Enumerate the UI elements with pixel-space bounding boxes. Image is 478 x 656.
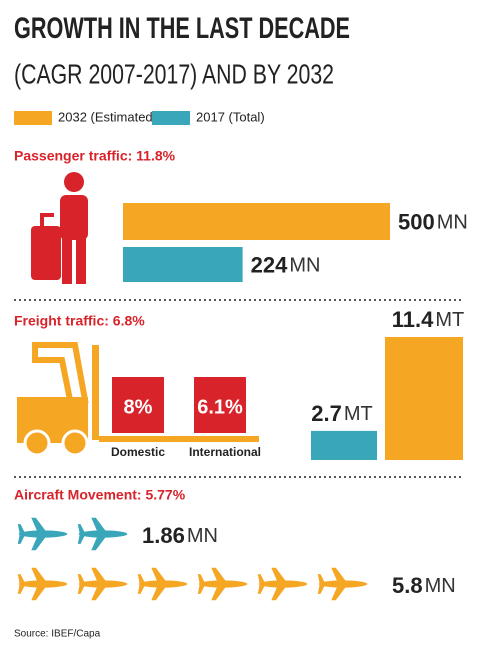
legend-label: 2032 (Estimated) — [58, 109, 157, 124]
plane-icon — [137, 567, 188, 601]
value-label: 11.4 MT — [392, 307, 465, 332]
source: Source: IBEF/Capa — [14, 629, 101, 640]
plane-icon — [17, 517, 68, 551]
plane-icon — [77, 517, 128, 551]
box-label: 8% — [124, 396, 153, 418]
box-name: Domestic — [111, 445, 165, 459]
value-unit: MT — [435, 309, 464, 331]
forklift-icon — [17, 342, 259, 457]
subtitle: (CAGR 2007-2017) AND BY 2032 — [14, 58, 334, 89]
value-number: 224 — [251, 252, 288, 277]
section-label: Aircraft Movement: 5.77% — [14, 487, 186, 503]
bar — [123, 247, 243, 282]
cargo-box — [112, 377, 164, 433]
box-label: 6.1% — [197, 396, 243, 418]
legend-swatch — [14, 111, 52, 125]
value-number: 500 — [398, 209, 435, 234]
person-icon — [31, 172, 88, 284]
value-label: 224 MN — [251, 252, 321, 277]
title: GROWTH IN THE LAST DECADE — [14, 12, 350, 45]
value-unit: MN — [425, 575, 456, 597]
value-number: 5.8 — [392, 573, 423, 598]
bar — [311, 430, 377, 460]
bar — [123, 203, 390, 240]
plane-icon — [77, 567, 128, 601]
value-number: 11.4 — [392, 307, 434, 332]
value-label: 5.8 MN — [392, 573, 456, 598]
value-label: 1.86 MN — [142, 523, 218, 548]
value-label: 2.7 MT — [311, 401, 372, 426]
value-unit: MN — [289, 255, 320, 277]
section-label: Freight traffic: 6.8% — [14, 313, 145, 329]
section-label: Passenger traffic: 11.8% — [14, 148, 176, 164]
value-unit: MN — [187, 525, 218, 547]
legend-swatch — [152, 111, 190, 125]
value-number: 1.86 — [142, 523, 185, 548]
plane-icon — [257, 567, 308, 601]
value-unit: MT — [344, 403, 373, 425]
box-name: International — [189, 445, 261, 459]
legend-label: 2017 (Total) — [196, 109, 265, 124]
plane-icon — [197, 567, 248, 601]
value-unit: MN — [437, 212, 468, 234]
bar — [385, 337, 463, 460]
plane-icon — [17, 567, 68, 601]
value-number: 2.7 — [311, 401, 342, 426]
plane-icon — [317, 567, 368, 601]
cargo-box — [194, 377, 246, 433]
value-label: 500 MN — [398, 209, 468, 234]
